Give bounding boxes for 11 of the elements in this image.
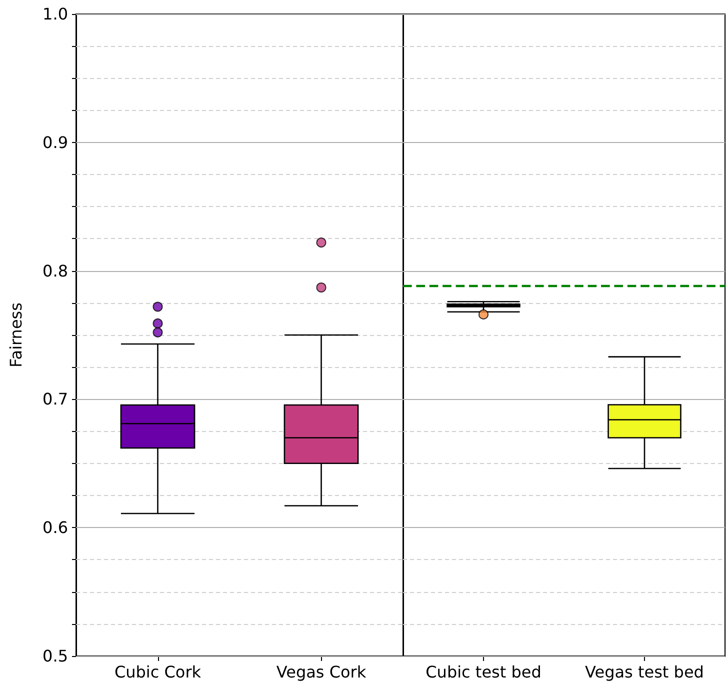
y-tick-label: 0.8 xyxy=(42,261,68,280)
x-tick-label: Vegas test bed xyxy=(585,662,704,682)
y-axis-title: Fairness xyxy=(6,302,26,368)
x-tick-label: Cubic Cork xyxy=(114,662,202,682)
y-tick-label: 0.6 xyxy=(42,518,68,538)
x-tick-label: Vegas Cork xyxy=(276,662,367,682)
x-tick-label: Cubic test bed xyxy=(426,662,542,682)
y-tick-label: 0.7 xyxy=(42,390,68,409)
y-tick-label: 0.9 xyxy=(42,132,68,152)
y-tick-label: 0.5 xyxy=(42,646,68,666)
y-tick-label: 1.0 xyxy=(42,4,68,24)
